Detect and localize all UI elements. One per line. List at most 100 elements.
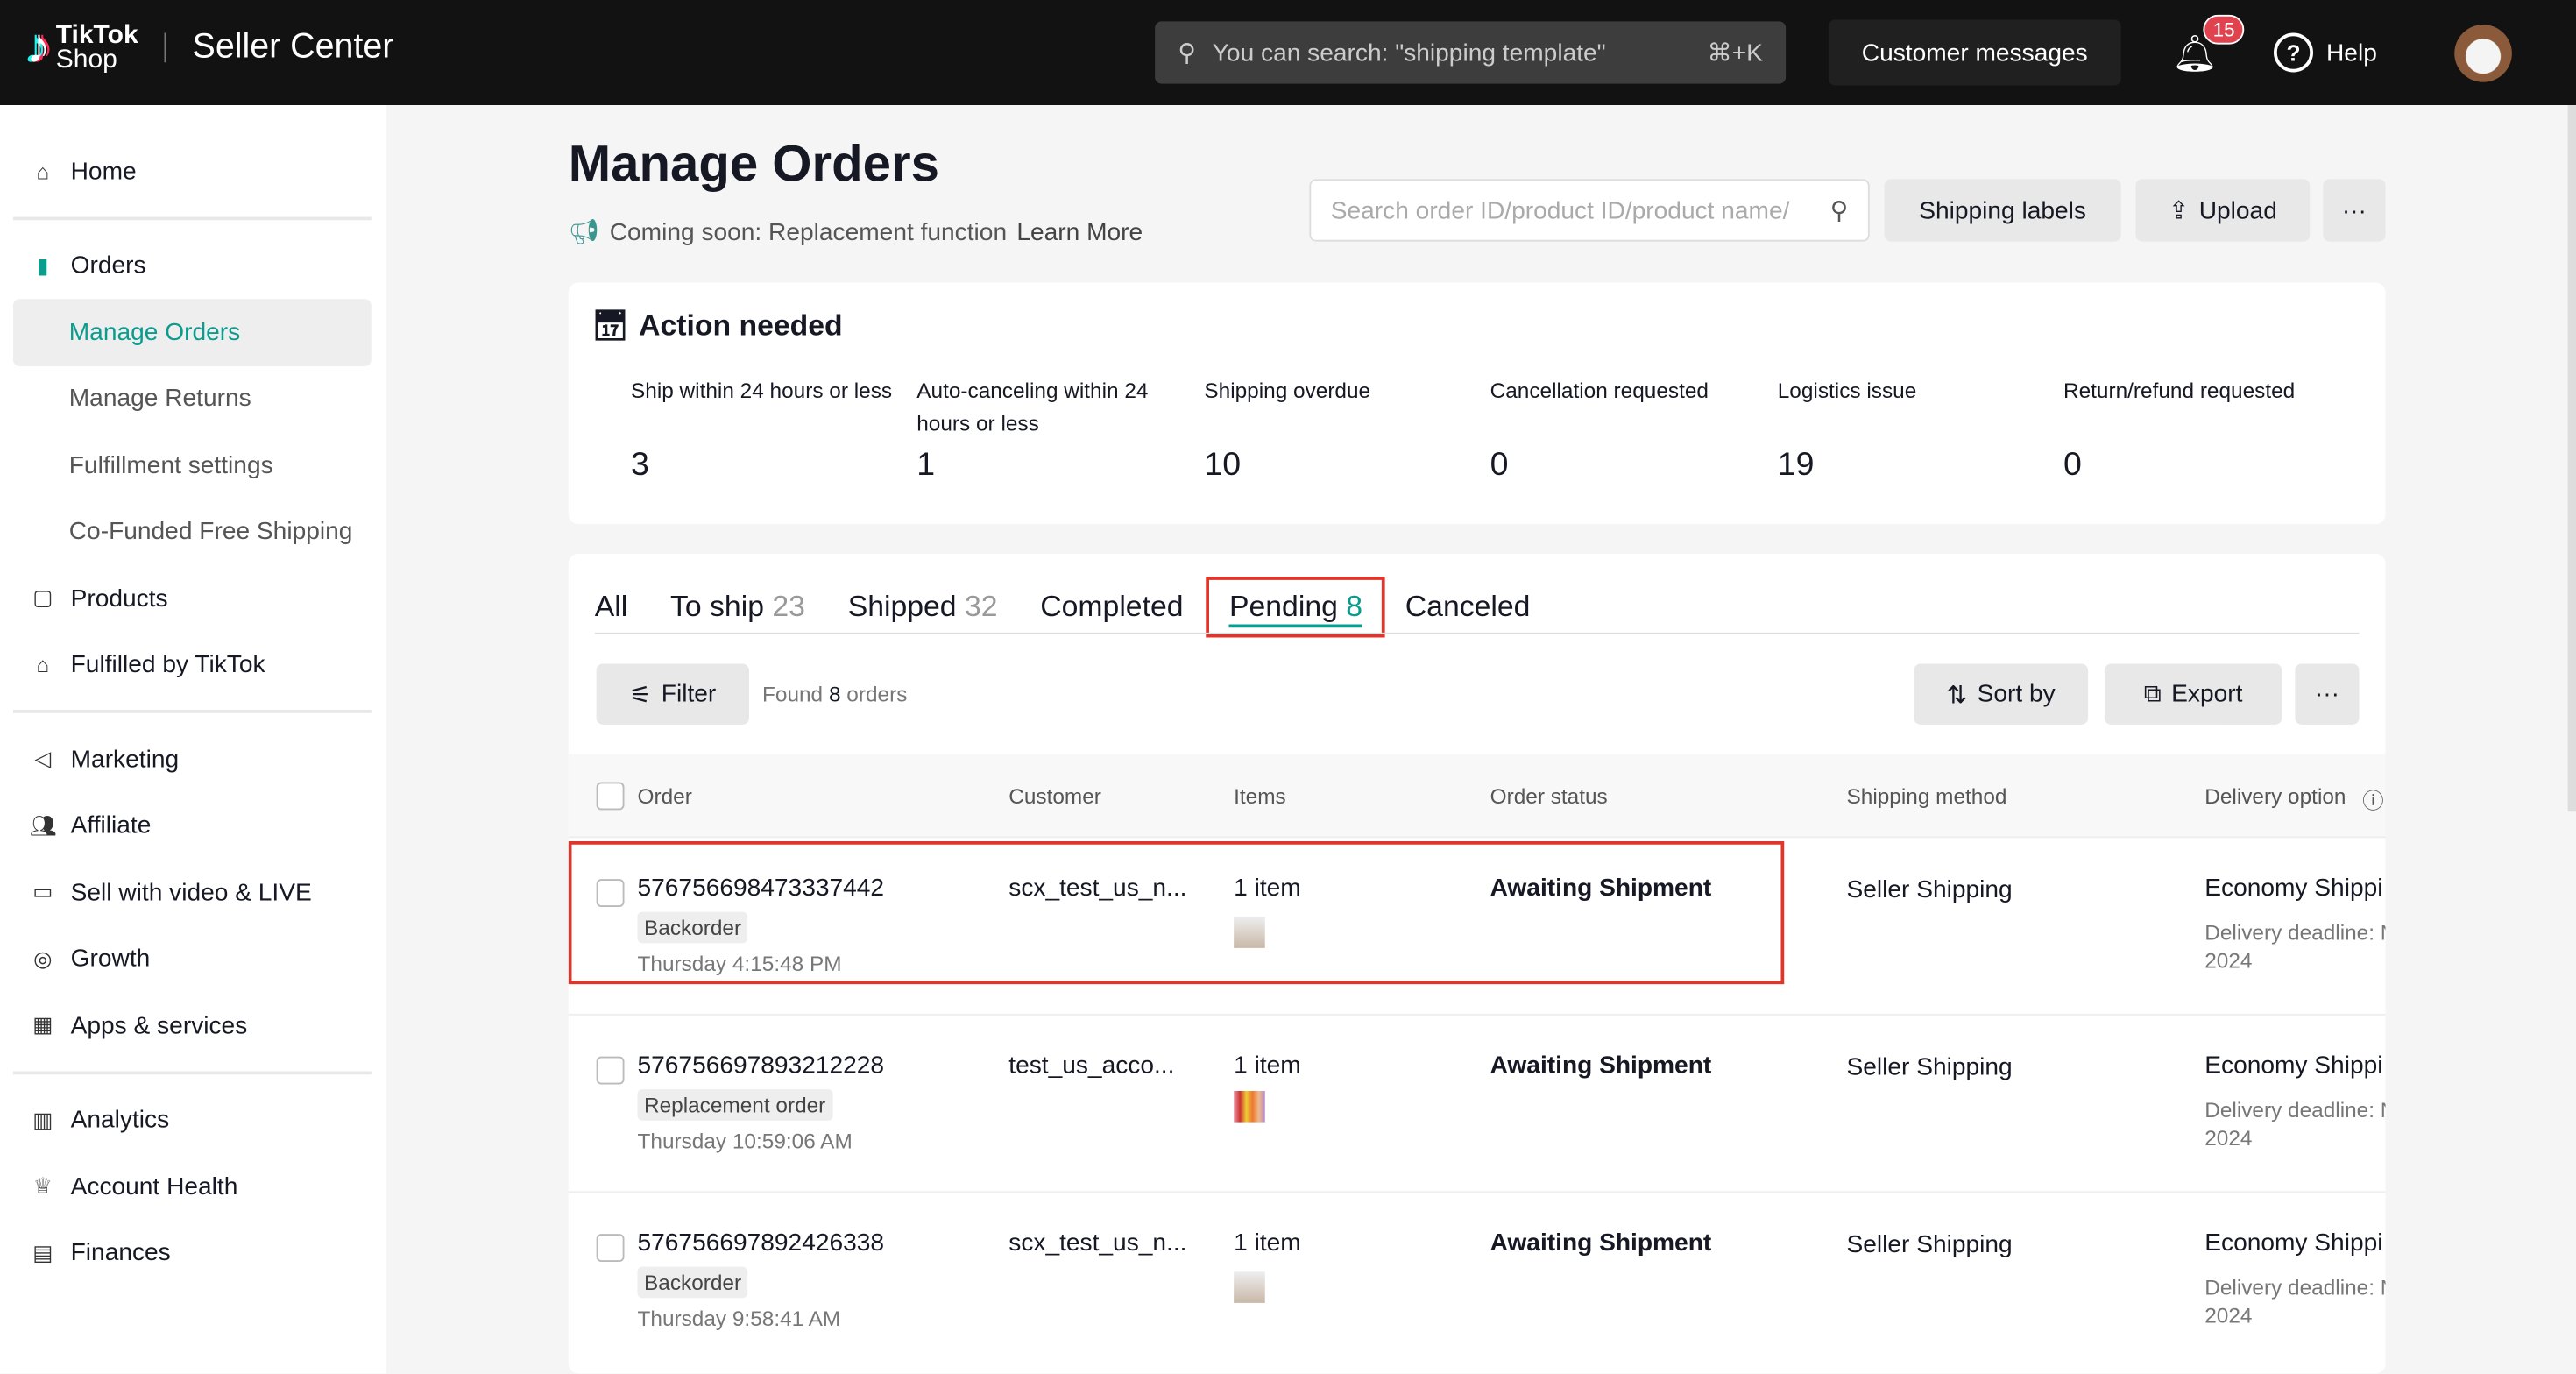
customer-name[interactable]: scx_test_us_n... bbox=[1008, 874, 1187, 903]
shipping-method: Seller Shipping bbox=[1846, 1230, 2013, 1259]
column-shipping-method: Shipping method bbox=[1846, 783, 2007, 809]
sidebar-item-affiliate[interactable]: 👥︎ Affiliate bbox=[0, 793, 373, 860]
more-button[interactable]: ··· bbox=[2323, 179, 2386, 242]
sort-icon: ⇅ bbox=[1946, 681, 1968, 710]
sidebar-item-fulfilled-by-tiktok[interactable]: ⌂ Fulfilled by TikTok bbox=[0, 632, 373, 698]
tiktok-shop-logo[interactable]: ♪ TikTok Shop Seller Center bbox=[26, 22, 393, 73]
chart-icon: ▥ bbox=[32, 1107, 53, 1132]
avatar[interactable] bbox=[2454, 25, 2512, 82]
order-id[interactable]: 576756697893212228 bbox=[637, 1052, 885, 1080]
sort-by-button[interactable]: ⇅ Sort by bbox=[1914, 663, 2089, 725]
sidebar-label: Manage Returns bbox=[68, 385, 251, 414]
tab-shipped[interactable]: Shipped 32 bbox=[848, 589, 998, 623]
sidebar-item-fulfillment-settings[interactable]: Fulfillment settings bbox=[0, 432, 373, 499]
order-tag: Backorder bbox=[637, 1266, 748, 1299]
sidebar-label: Products bbox=[70, 584, 168, 613]
metric-auto-canceling[interactable]: Auto-canceling within 24 hours or less 1 bbox=[916, 375, 1179, 485]
sidebar-item-growth[interactable]: ◎ Growth bbox=[0, 926, 373, 993]
order-status: Awaiting Shipment bbox=[1490, 1052, 1712, 1080]
metric-return-refund[interactable]: Return/refund requested 0 bbox=[2063, 375, 2326, 485]
customer-messages-button[interactable]: Customer messages bbox=[1828, 19, 2121, 86]
sidebar-item-co-funded-free-shipping[interactable]: Co-Funded Free Shipping bbox=[0, 499, 373, 565]
table-row[interactable]: 576756698473337442 Backorder Thursday 4:… bbox=[568, 836, 2386, 1014]
calendar-icon: 📅︎ bbox=[591, 308, 629, 343]
page-title: Manage Orders bbox=[568, 134, 939, 193]
sidebar-item-orders[interactable]: ▮ Orders bbox=[0, 232, 373, 299]
sidebar-item-account-health[interactable]: ♕ Account Health bbox=[0, 1153, 373, 1220]
column-items: Items bbox=[1234, 783, 1286, 809]
shipping-method: Seller Shipping bbox=[1846, 1052, 2013, 1081]
shipping-labels-button[interactable]: Shipping labels bbox=[1884, 179, 2121, 242]
order-tag: Replacement order bbox=[637, 1089, 832, 1121]
metric-label: Shipping overdue bbox=[1204, 378, 1371, 403]
delivery-option: Economy Shippi bbox=[2204, 1052, 2383, 1080]
tab-completed[interactable]: Completed bbox=[1040, 589, 1183, 623]
tab-divider bbox=[594, 632, 2360, 634]
customer-name[interactable]: test_us_acco... bbox=[1008, 1052, 1175, 1080]
video-icon: ▭ bbox=[32, 879, 53, 904]
order-time: Thursday 10:59:06 AM bbox=[637, 1129, 853, 1154]
tab-pending[interactable]: Pending 8 bbox=[1206, 576, 1386, 637]
tab-label: Canceled bbox=[1405, 589, 1531, 622]
product-thumbnail bbox=[1234, 1271, 1265, 1303]
upload-icon: ⇪ bbox=[2168, 197, 2190, 225]
sidebar-item-marketing[interactable]: ◁ Marketing bbox=[0, 726, 373, 793]
delivery-year: 2024 bbox=[2204, 947, 2253, 973]
tab-all[interactable]: All bbox=[595, 589, 628, 623]
tab-to-ship[interactable]: To ship 23 bbox=[670, 589, 805, 623]
page-scrollbar[interactable] bbox=[2567, 105, 2576, 812]
metric-value: 3 bbox=[631, 447, 649, 484]
customer-name[interactable]: scx_test_us_n... bbox=[1008, 1229, 1187, 1257]
export-label: Export bbox=[2171, 680, 2243, 709]
row-checkbox[interactable] bbox=[596, 1056, 625, 1085]
sidebar-item-products[interactable]: ▢ Products bbox=[0, 565, 373, 632]
order-search-input[interactable]: Search order ID/product ID/product name/… bbox=[1309, 179, 1870, 242]
sidebar-label: Orders bbox=[70, 251, 146, 280]
metric-label: Logistics issue bbox=[1777, 378, 1917, 403]
upload-button[interactable]: ⇪ Upload bbox=[2135, 179, 2311, 242]
toolbar-more-button[interactable]: ··· bbox=[2295, 663, 2360, 725]
metric-logistics-issue[interactable]: Logistics issue 19 bbox=[1778, 375, 2041, 485]
sidebar-label: Account Health bbox=[70, 1172, 238, 1201]
tab-label: Completed bbox=[1040, 589, 1184, 622]
sidebar-label: Apps & services bbox=[70, 1011, 248, 1040]
search-icon[interactable]: ⚲ bbox=[1829, 197, 1849, 225]
learn-more-link[interactable]: Learn More bbox=[1016, 217, 1143, 246]
product-thumbnail bbox=[1234, 1091, 1265, 1123]
items-count: 1 item bbox=[1234, 1229, 1301, 1257]
sidebar-item-manage-orders[interactable]: Manage Orders bbox=[13, 299, 372, 366]
export-icon: ⧉ bbox=[2143, 680, 2162, 709]
metric-shipping-overdue[interactable]: Shipping overdue 10 bbox=[1204, 375, 1467, 485]
sidebar-label: Growth bbox=[70, 945, 151, 974]
order-id[interactable]: 576756698473337442 bbox=[637, 874, 885, 903]
export-button[interactable]: ⧉ Export bbox=[2104, 663, 2282, 725]
metric-ship-within-24h[interactable]: Ship within 24 hours or less 3 bbox=[631, 375, 894, 485]
divider bbox=[13, 216, 372, 220]
items-count: 1 item bbox=[1234, 874, 1301, 903]
sort-label: Sort by bbox=[1977, 680, 2056, 709]
select-all-checkbox[interactable] bbox=[596, 782, 625, 811]
sidebar-item-sell-with-video-live[interactable]: ▭ Sell with video & LIVE bbox=[0, 860, 373, 926]
filter-button[interactable]: ⚟ Filter bbox=[596, 663, 749, 725]
sidebar-item-analytics[interactable]: ▥ Analytics bbox=[0, 1087, 373, 1153]
table-row[interactable]: 576756697892426338 Backorder Thursday 9:… bbox=[568, 1191, 2386, 1369]
global-search[interactable]: ⚲ You can search: "shipping template" ⌘+… bbox=[1155, 21, 1787, 84]
megaphone-icon: 📢︎ bbox=[568, 218, 600, 247]
tab-canceled[interactable]: Canceled bbox=[1405, 589, 1531, 623]
row-checkbox[interactable] bbox=[596, 879, 625, 907]
sidebar-item-finances[interactable]: ▤ Finances bbox=[0, 1220, 373, 1286]
sidebar-item-home[interactable]: ⌂ Home bbox=[0, 138, 373, 205]
found-suffix: orders bbox=[846, 682, 908, 707]
order-tabs: All To ship 23 Shipped 32 Completed Pend… bbox=[595, 576, 1573, 637]
column-order[interactable]: Order bbox=[637, 783, 692, 809]
sidebar-item-apps-services[interactable]: ▦ Apps & services bbox=[0, 993, 373, 1059]
help-button[interactable]: ? Help bbox=[2274, 32, 2377, 73]
delivery-year: 2024 bbox=[2204, 1125, 2253, 1151]
info-icon[interactable]: ⓘ bbox=[2362, 789, 2384, 814]
order-id[interactable]: 576756697892426338 bbox=[637, 1229, 885, 1257]
table-row[interactable]: 576756697893212228 Replacement order Thu… bbox=[568, 1013, 2386, 1192]
sidebar-item-manage-returns[interactable]: Manage Returns bbox=[0, 365, 373, 432]
metric-cancellation-requested[interactable]: Cancellation requested 0 bbox=[1490, 375, 1753, 485]
row-checkbox[interactable] bbox=[596, 1234, 625, 1262]
sidebar-label: Co-Funded Free Shipping bbox=[68, 518, 353, 546]
